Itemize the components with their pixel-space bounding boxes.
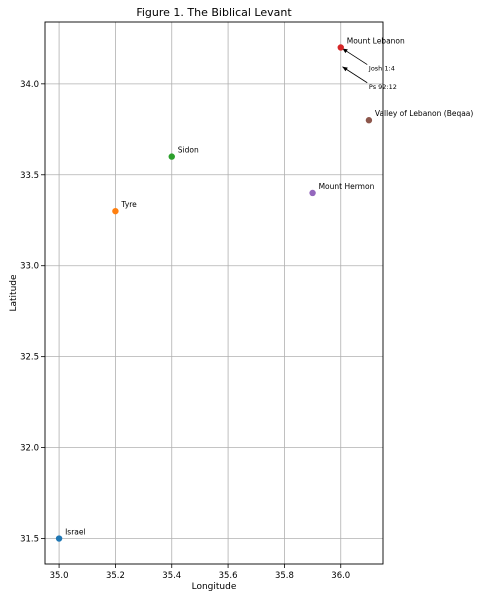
x-tick-label: 35.2	[106, 571, 125, 581]
data-point	[168, 153, 175, 160]
y-tick-label: 33.0	[20, 262, 39, 272]
x-tick-label: 36.0	[331, 571, 350, 581]
plot-frame	[44, 21, 384, 565]
x-tick-label: 35.8	[275, 571, 294, 581]
data-point	[112, 207, 119, 215]
point-label: Mount Lebanon	[347, 36, 405, 45]
data-points: Israel Tyre Sidon Mount Lebanon Mount Hermon…	[55, 36, 473, 542]
y-tick-label: 34.0	[20, 80, 39, 90]
y-tick-label: 32.0	[20, 444, 39, 454]
y-tick-label: 31.5	[20, 535, 39, 545]
annotation-label: Josh 1:4	[368, 65, 395, 73]
y-tick-label: 32.5	[20, 353, 39, 363]
point-label: Tyre	[120, 200, 137, 209]
y-tick-label: 33.5	[20, 171, 39, 181]
axis-ticks: 35.0 35.2 35.4 35.6 35.8 36.0 31.5 32.0 32.5 33.0…	[20, 80, 350, 581]
grid	[45, 22, 383, 564]
data-point	[337, 44, 344, 51]
x-axis-label: Longitude	[192, 582, 237, 592]
annotation-arrowhead	[342, 48, 348, 54]
x-tick-label: 35.4	[162, 571, 181, 581]
x-tick-label: 35.0	[50, 571, 69, 581]
y-axis-label: Latitude	[9, 274, 19, 312]
x-tick-label: 35.6	[219, 571, 238, 581]
point-label: Israel	[65, 528, 86, 537]
point-label: Mount Hermon	[319, 182, 375, 191]
data-point	[365, 117, 373, 124]
annotation-arrowhead	[342, 66, 348, 72]
point-label: Sidon	[178, 146, 199, 155]
data-point	[309, 189, 316, 197]
point-label: Valley of Lebanon (Beqaa)	[375, 109, 473, 118]
data-point	[55, 535, 63, 542]
chart-title: Figure 1. The Biblical Levant	[136, 6, 292, 19]
annotations: Josh 1:4Ps 92:12	[342, 48, 397, 91]
